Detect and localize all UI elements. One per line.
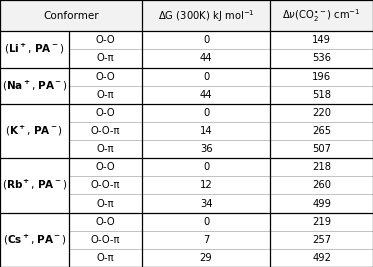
Text: O-O: O-O — [95, 108, 115, 118]
Text: 507: 507 — [312, 144, 331, 154]
Text: 44: 44 — [200, 90, 212, 100]
Text: $\Delta\nu$(CO$_2^{\bullet-}$) cm$^{-1}$: $\Delta\nu$(CO$_2^{\bullet-}$) cm$^{-1}$ — [282, 7, 361, 24]
Bar — [0, 68, 69, 104]
Text: O-π: O-π — [97, 144, 114, 154]
Text: Conformer: Conformer — [43, 11, 99, 21]
Text: 518: 518 — [312, 90, 331, 100]
Text: ($\mathbf{Cs^+}$, $\mathbf{PA^-}$): ($\mathbf{Cs^+}$, $\mathbf{PA^-}$) — [3, 233, 66, 247]
Text: 265: 265 — [312, 126, 331, 136]
Bar — [0, 158, 69, 213]
Text: 12: 12 — [200, 180, 213, 190]
Text: 29: 29 — [200, 253, 213, 263]
Text: 44: 44 — [200, 53, 212, 64]
Bar — [0, 104, 69, 158]
Text: ($\mathbf{Li^+}$, $\mathbf{PA^-}$): ($\mathbf{Li^+}$, $\mathbf{PA^-}$) — [4, 42, 65, 56]
Text: O-O-π: O-O-π — [91, 126, 120, 136]
Text: O-π: O-π — [97, 199, 114, 209]
Text: 0: 0 — [203, 108, 209, 118]
Text: O-O-π: O-O-π — [91, 235, 120, 245]
Text: 492: 492 — [312, 253, 331, 263]
Bar — [0, 213, 69, 267]
Text: O-π: O-π — [97, 253, 114, 263]
Text: 196: 196 — [312, 72, 331, 82]
Text: 0: 0 — [203, 217, 209, 227]
Text: 0: 0 — [203, 35, 209, 45]
Text: O-π: O-π — [97, 53, 114, 64]
Text: 499: 499 — [312, 199, 331, 209]
Bar — [0, 31, 69, 68]
Text: O-O-π: O-O-π — [91, 180, 120, 190]
Text: 7: 7 — [203, 235, 209, 245]
Text: O-O: O-O — [95, 35, 115, 45]
Text: O-O: O-O — [95, 162, 115, 172]
Text: O-π: O-π — [97, 90, 114, 100]
Text: O-O: O-O — [95, 217, 115, 227]
Text: 0: 0 — [203, 162, 209, 172]
Text: $\Delta$G (300K) kJ mol$^{-1}$: $\Delta$G (300K) kJ mol$^{-1}$ — [158, 8, 254, 23]
Text: 219: 219 — [312, 217, 331, 227]
Text: 36: 36 — [200, 144, 212, 154]
Text: 34: 34 — [200, 199, 212, 209]
Bar — [0, 0, 373, 31]
Text: ($\mathbf{Na^+}$, $\mathbf{PA^-}$): ($\mathbf{Na^+}$, $\mathbf{PA^-}$) — [1, 78, 68, 93]
Text: 536: 536 — [312, 53, 331, 64]
Text: 0: 0 — [203, 72, 209, 82]
Text: 220: 220 — [312, 108, 331, 118]
Text: 260: 260 — [312, 180, 331, 190]
Text: 218: 218 — [312, 162, 331, 172]
Text: O-O: O-O — [95, 72, 115, 82]
Text: ($\mathbf{Rb^+}$, $\mathbf{PA^-}$): ($\mathbf{Rb^+}$, $\mathbf{PA^-}$) — [2, 178, 67, 193]
Text: 14: 14 — [200, 126, 212, 136]
Text: ($\mathbf{K^+}$, $\mathbf{PA^-}$): ($\mathbf{K^+}$, $\mathbf{PA^-}$) — [6, 124, 63, 138]
Text: 149: 149 — [312, 35, 331, 45]
Text: 257: 257 — [312, 235, 331, 245]
